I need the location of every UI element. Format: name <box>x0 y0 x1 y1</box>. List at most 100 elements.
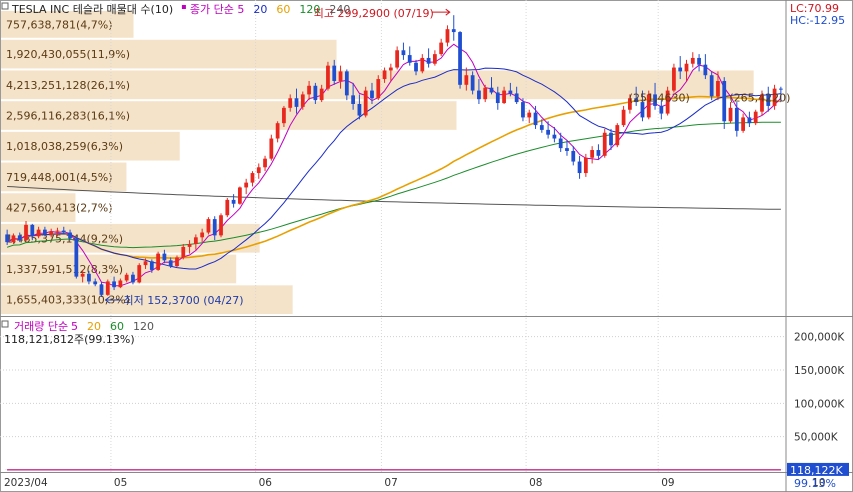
candle-body <box>363 90 368 116</box>
high-arrow-icon <box>431 8 451 16</box>
corner-lc: LC:70.99 <box>790 2 839 15</box>
volume-profile-label: 757,638,781(4,7%) <box>6 18 113 31</box>
candle-body <box>263 158 267 168</box>
candle-body <box>590 150 595 158</box>
candle-body <box>370 90 374 99</box>
ma5-line <box>6 43 782 287</box>
current-volume-pct: 99.13% <box>794 477 836 490</box>
volume-profile-bar <box>1 285 293 314</box>
candle-body <box>741 117 745 131</box>
candle-body <box>445 29 450 43</box>
candle-body <box>175 257 179 267</box>
candle-body <box>319 88 324 101</box>
candle-body <box>344 71 349 96</box>
candle-body <box>231 199 236 204</box>
candle-body <box>193 237 198 245</box>
candle-body <box>495 92 500 104</box>
candle-body <box>156 253 160 270</box>
candle-body <box>672 67 676 91</box>
candle-body <box>778 88 783 90</box>
candle-body <box>124 274 129 281</box>
time-tick-label: 05 <box>114 477 127 489</box>
candle-body <box>571 150 576 162</box>
candle-body <box>420 57 425 72</box>
candle-body <box>521 102 525 118</box>
candle-body <box>112 281 116 288</box>
volume-legend-label: 거래량 단순 <box>14 320 68 333</box>
candle-body <box>401 50 406 56</box>
price-level-label: (251,4630) <box>629 91 690 104</box>
candle-body <box>288 98 293 108</box>
candle-body <box>250 173 255 183</box>
legend-dot-icon <box>181 5 186 9</box>
candle-body <box>414 62 418 72</box>
candle-body <box>464 75 469 85</box>
candle-body <box>760 94 764 112</box>
candle-body <box>502 90 506 104</box>
ma-legend-period: 240 <box>329 3 350 16</box>
candle-body <box>74 238 79 277</box>
candle-body <box>722 80 727 122</box>
candle-body <box>539 125 544 130</box>
candle-body <box>508 90 513 94</box>
candle-body <box>275 123 280 139</box>
candle-body <box>489 87 494 93</box>
volume-profile-bar <box>1 131 180 161</box>
volume-legend-period: 120 <box>133 320 154 333</box>
candle-body <box>558 138 563 149</box>
volume-tick-label: 200,000K <box>794 332 845 344</box>
candle-body <box>533 112 538 126</box>
volume-tick-label: 50,000K <box>794 432 839 444</box>
candle-body <box>313 85 318 101</box>
candle-body <box>451 29 456 33</box>
candle-body <box>583 157 588 174</box>
candle-body <box>24 224 28 241</box>
candle-body <box>640 102 645 118</box>
candle-body <box>678 67 683 72</box>
candle-body <box>93 281 98 285</box>
candle-body <box>747 117 752 124</box>
volume-legend-period: 5 <box>71 320 78 333</box>
candle-body <box>388 67 393 71</box>
candle-body <box>646 94 651 118</box>
volume-profile-bar <box>1 39 337 69</box>
volume-tick-label: 100,000K <box>794 398 845 410</box>
candle-body <box>43 229 47 235</box>
ma240-line <box>7 186 781 210</box>
candle-body <box>219 215 223 236</box>
high-price-annotation: 최고 299,2900 (07/19) <box>314 7 434 20</box>
candle-body <box>300 94 305 107</box>
candle-body <box>332 65 337 81</box>
candle-body <box>577 161 582 174</box>
volume-profile-label: 719,448,001(4,5%) <box>6 171 113 184</box>
volume-profile-label: 1,018,038,259(6,3%) <box>6 140 123 153</box>
candle-body <box>17 235 22 241</box>
candle-body <box>5 234 10 243</box>
candle-body <box>206 219 211 233</box>
volume-profile-label: 2,596,116,283(16,1%) <box>6 110 130 123</box>
ma-legend-period: 60 <box>276 3 290 16</box>
candle-body <box>80 273 85 277</box>
ma-legend-period: 20 <box>253 3 267 16</box>
time-tick-label: 09 <box>661 477 674 489</box>
candle-body <box>407 55 412 63</box>
legend-box-icon <box>1 2 9 10</box>
candle-body <box>615 125 620 146</box>
volume-tick-label: 150,000K <box>794 365 845 377</box>
candle-body <box>596 150 601 156</box>
candle-body <box>55 230 60 232</box>
candle-body <box>653 94 657 106</box>
candle-body <box>282 107 286 124</box>
volume-profile-label: 1,655,403,333(10,3%) <box>6 294 130 307</box>
candle-body <box>338 71 343 81</box>
candle-body <box>665 90 670 114</box>
candle-body <box>621 109 626 126</box>
candle-body <box>30 224 35 237</box>
candle-body <box>382 70 387 80</box>
candle-body <box>149 261 154 270</box>
candle-body <box>87 273 91 282</box>
candle-body <box>659 105 664 114</box>
candle-body <box>11 235 16 243</box>
volume-profile-bar <box>1 162 127 192</box>
